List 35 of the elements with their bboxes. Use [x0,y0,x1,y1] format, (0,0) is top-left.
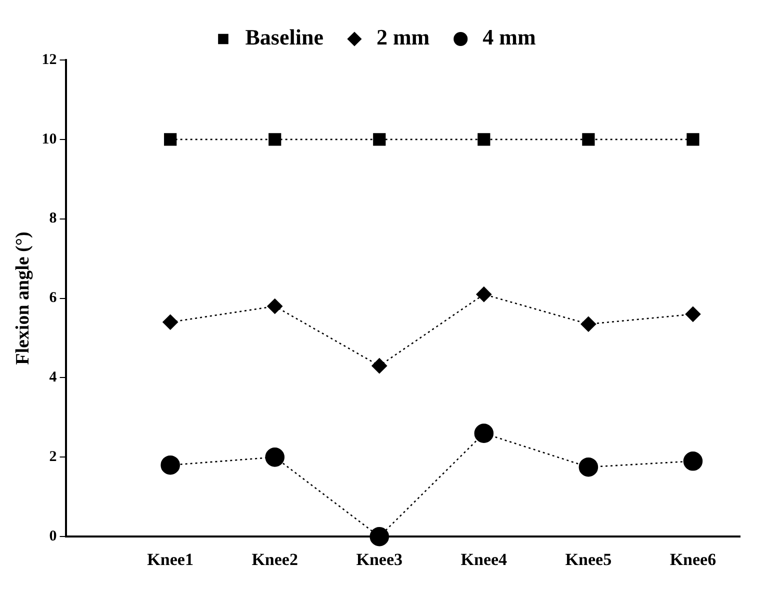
y-tick-label: 10 [42,131,57,148]
legend-label: Baseline [245,24,324,50]
point [268,133,282,146]
y-tick-label: 8 [49,210,57,227]
point [162,314,178,330]
point [160,455,180,475]
point [164,133,177,146]
y-tick-label: 12 [42,52,57,68]
y-tick-label: 4 [49,370,58,386]
point [373,133,386,146]
point [478,133,490,146]
x-tick-label: Knee5 [565,550,612,570]
point [580,316,596,332]
point [370,526,390,546]
point [267,298,283,314]
legend-label: 4 mm [482,24,536,50]
point [578,457,598,477]
point [474,424,494,443]
point [685,306,701,322]
x-tick-label: Knee4 [460,550,508,570]
point [686,133,700,146]
x-tick-label: Knee3 [356,550,403,570]
x-tick-label: Knee1 [147,550,194,570]
point [683,451,703,471]
point [476,286,492,302]
y-tick-label: 2 [49,449,57,466]
legend-label: 2 mm [376,24,430,50]
y-tick-label: 0 [49,528,57,544]
point [582,133,595,146]
x-tick-label: Knee6 [670,550,716,570]
x-tick-label: Knee2 [252,550,298,570]
y-axis-title: Flexion angle (°) [12,232,34,365]
y-tick-label: 6 [49,290,58,306]
point [372,358,388,374]
point [265,448,285,467]
